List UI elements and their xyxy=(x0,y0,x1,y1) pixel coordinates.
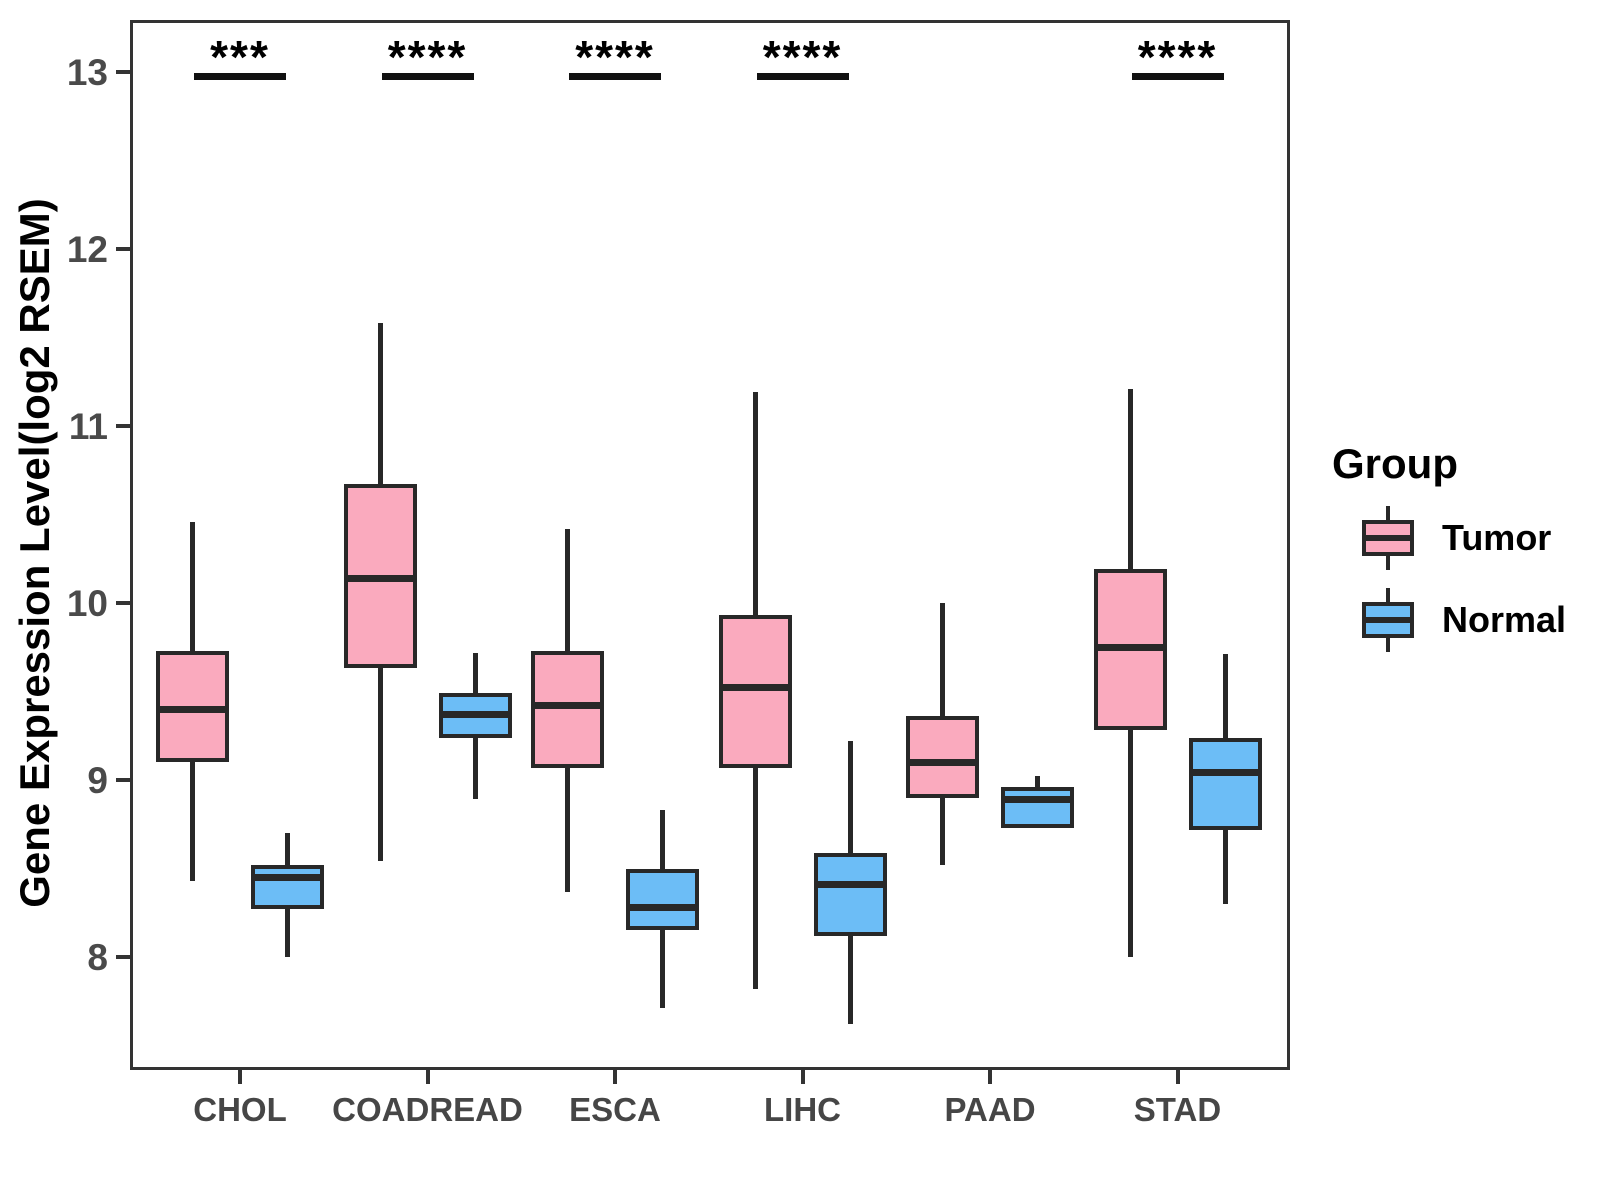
x-tick-label-esca: ESCA xyxy=(569,1091,661,1128)
significance-bar-chol xyxy=(194,73,286,80)
x-tick-mark-lihc xyxy=(800,1070,805,1084)
y-tick-label-12: 12 xyxy=(66,229,108,270)
x-tick-label-coadread: COADREAD xyxy=(332,1091,523,1128)
y-tick-label-13: 13 xyxy=(66,52,108,93)
median-line-tumor-stad xyxy=(1093,643,1167,651)
legend-item-tumor: Tumor xyxy=(1330,506,1590,570)
median-line-normal-esca xyxy=(626,903,699,911)
plot-area: *** **** **** **** **** xyxy=(130,20,1290,1070)
legend-label-normal: Normal xyxy=(1442,599,1567,640)
median-line-tumor-paad xyxy=(906,758,979,766)
y-tick-label-8: 8 xyxy=(87,937,108,978)
legend-label-tumor: Tumor xyxy=(1442,517,1552,558)
boxplot-tumor-lihc xyxy=(718,615,792,768)
boxplot-normal-stad xyxy=(1188,737,1262,830)
y-tick-mark-8 xyxy=(116,955,130,959)
median-line-tumor-coadread xyxy=(343,574,417,582)
y-tick-mark-9 xyxy=(116,778,130,782)
x-tick-label-lihc: LIHC xyxy=(764,1091,841,1128)
legend: Group Tumor Normal xyxy=(1330,440,1590,652)
significance-bar-stad xyxy=(1131,73,1224,80)
significance-bar-esca xyxy=(569,73,661,80)
boxplot-tumor-paad xyxy=(906,716,979,798)
x-tick-label-stad: STAD xyxy=(1133,1091,1222,1128)
y-tick-mark-12 xyxy=(116,247,130,251)
x-tick-label-chol: CHOL xyxy=(193,1091,287,1128)
boxplot-normal-chol xyxy=(251,864,324,910)
significance-bar-lihc xyxy=(756,73,849,80)
x-tick-mark-coadread xyxy=(425,1070,430,1084)
y-tick-mark-11 xyxy=(116,424,130,428)
x-tick-mark-esca xyxy=(613,1070,617,1084)
median-line-tumor-lihc xyxy=(718,684,792,692)
x-tick-mark-paad xyxy=(988,1070,992,1084)
x-tick-mark-stad xyxy=(1175,1070,1180,1084)
boxplot-normal-lihc xyxy=(813,852,887,936)
x-tick-mark-chol xyxy=(238,1070,242,1084)
median-line-normal-coadread xyxy=(438,711,512,718)
boxplot-normal-esca xyxy=(626,868,699,931)
median-line-normal-stad xyxy=(1188,769,1262,777)
y-tick-mark-10 xyxy=(116,601,130,605)
boxplot-normal-paad xyxy=(1001,787,1074,828)
y-tick-label-10: 10 xyxy=(66,583,108,624)
significance-bar-coadread xyxy=(381,73,474,80)
x-tick-label-paad: PAAD xyxy=(944,1091,1036,1128)
normal-boxplot-swatch-icon xyxy=(1360,588,1416,652)
legend-item-normal: Normal xyxy=(1330,588,1590,652)
median-line-normal-lihc xyxy=(813,880,887,888)
plot-panel: *** **** **** **** **** xyxy=(130,20,1290,1070)
boxplot-tumor-esca xyxy=(531,650,604,768)
y-tick-label-9: 9 xyxy=(87,760,108,801)
median-line-normal-chol xyxy=(251,873,324,881)
median-line-tumor-esca xyxy=(531,702,604,710)
median-line-tumor-chol xyxy=(156,705,229,713)
median-line-normal-paad xyxy=(1001,795,1074,803)
tumor-boxplot-swatch-icon xyxy=(1360,506,1416,570)
y-tick-mark-13 xyxy=(116,70,130,74)
y-tick-label-11: 11 xyxy=(68,406,108,447)
legend-title: Group xyxy=(1332,440,1458,487)
